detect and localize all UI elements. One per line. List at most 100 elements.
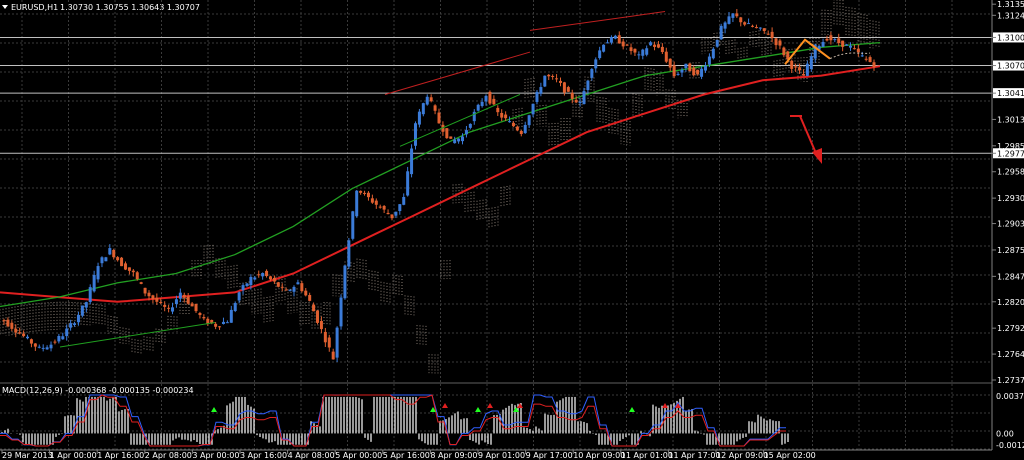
candle-body — [770, 31, 774, 38]
candle-body — [868, 57, 872, 62]
candle-body — [76, 314, 80, 323]
candle-body — [558, 80, 562, 83]
chart-header: EURUSD,H1 1.30730 1.30755 1.30643 1.3070… — [2, 3, 200, 12]
candle-body — [413, 123, 417, 146]
candle-body — [288, 290, 292, 292]
candle-body — [280, 286, 284, 288]
candle-body — [735, 13, 739, 17]
candle-body — [696, 69, 700, 75]
candle-body — [570, 92, 574, 99]
candle-body — [856, 48, 860, 53]
price-tick-label: 1.27920 — [997, 324, 1024, 333]
candle-body — [766, 33, 770, 35]
candle-body — [801, 73, 805, 76]
candle-body — [496, 107, 500, 113]
candle-body — [743, 22, 747, 25]
candle-body — [155, 297, 159, 302]
candle-body — [625, 44, 629, 46]
macd-line — [0, 394, 786, 447]
candle-body — [127, 267, 131, 271]
candle-body — [202, 317, 206, 319]
forecast-line — [784, 38, 831, 65]
candle-body — [147, 292, 151, 297]
candle-body — [29, 339, 33, 344]
candle-body — [829, 35, 833, 41]
candle-body — [590, 69, 594, 78]
candle-body — [386, 212, 390, 215]
candle-body — [660, 46, 664, 53]
candle-body — [680, 69, 684, 73]
dropdown-triangle-icon[interactable] — [2, 5, 8, 9]
candle-body — [774, 38, 778, 46]
candle-body — [218, 326, 222, 328]
candle-body — [272, 277, 276, 282]
support-trendline — [59, 322, 216, 348]
candle-body — [480, 101, 484, 107]
candle-body — [848, 45, 852, 48]
candle-body — [511, 122, 515, 127]
price-tick-label: 1.27645 — [997, 350, 1024, 359]
candle-body — [574, 99, 578, 103]
candle-body — [786, 51, 790, 60]
price-tick-label: 1.31358 — [997, 0, 1024, 9]
forecast-path[interactable] — [784, 38, 871, 65]
candle-body — [594, 59, 598, 69]
candle-body — [135, 272, 139, 280]
candle-body — [609, 36, 613, 43]
candle-body — [214, 323, 218, 327]
candle-body — [206, 318, 210, 325]
candle-body — [143, 287, 147, 294]
candle-body — [14, 328, 18, 333]
candle-body — [468, 123, 472, 128]
sell-arrow-icon — [662, 403, 668, 408]
candle-body — [26, 336, 30, 339]
candle-body — [61, 336, 65, 340]
signal-line — [0, 394, 786, 447]
candle-body — [653, 44, 657, 47]
candle-body — [715, 39, 719, 47]
time-tick-label: 10 Apr 09:00 — [573, 451, 625, 460]
candle-body — [249, 276, 253, 286]
down-arrow-annotation[interactable] — [790, 115, 822, 164]
candle-body — [739, 17, 743, 23]
candle-body — [508, 121, 512, 123]
candle-body — [476, 104, 480, 111]
candle-body — [860, 55, 864, 57]
candle-body — [852, 48, 856, 50]
candle-body — [707, 56, 711, 65]
trendlines[interactable] — [59, 11, 666, 348]
candle-body — [104, 257, 108, 262]
macd-tick-label: 0.003768 — [996, 392, 1024, 401]
candle-body — [664, 51, 668, 62]
candle-body — [582, 91, 586, 105]
moving-averages — [0, 41, 881, 308]
candle-body — [751, 25, 755, 27]
arrow-head-icon — [812, 148, 822, 164]
candle-body — [331, 351, 335, 360]
candle-body — [178, 292, 182, 299]
candle-body — [210, 319, 214, 324]
candle-body — [221, 321, 225, 325]
price-level-tag — [993, 32, 1024, 43]
candle-body — [445, 128, 449, 139]
candle-body — [464, 130, 468, 135]
symbol-label: EURUSD,H1 — [11, 3, 58, 12]
candle-body — [798, 67, 802, 71]
sell-arrow-icon — [517, 403, 523, 408]
candle-body — [417, 111, 421, 125]
price-axis[interactable]: 1.31358 1.31240 1.31005 1.30707 1.30414 1.301… — [992, 0, 1024, 385]
candle-body — [406, 171, 410, 196]
fast-ma-line — [0, 41, 881, 308]
time-tick-label: 9 Apr 17:00 — [526, 451, 573, 460]
price-tick-label: 1.28470 — [997, 272, 1024, 281]
price-level-tag — [993, 88, 1024, 99]
candle-body — [457, 138, 461, 142]
candle-body — [335, 327, 339, 358]
candle-body — [88, 287, 92, 303]
time-tick-label: 12 Apr 09:00 — [716, 451, 768, 460]
candle-body — [186, 296, 190, 304]
candle-body — [151, 295, 155, 300]
